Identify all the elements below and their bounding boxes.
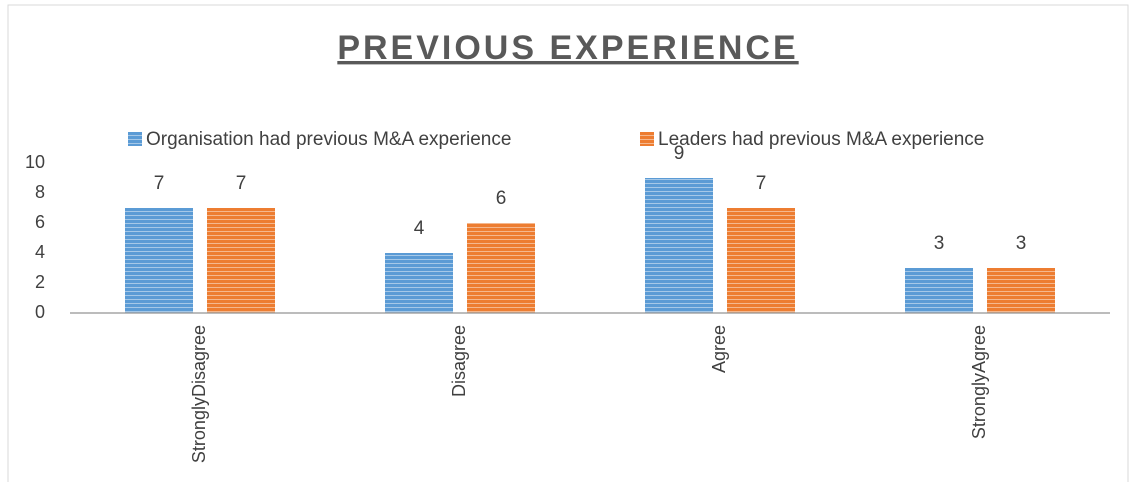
value-label: 7 [236,173,247,194]
value-label: 6 [496,188,507,209]
bar [207,208,275,313]
value-label: 9 [674,143,685,164]
bar [905,268,973,313]
bar [727,208,795,313]
y-tick-label: 8 [35,182,45,202]
bar [385,253,453,313]
legend-swatch [128,132,142,146]
y-tick-label: 10 [25,152,45,172]
y-tick-label: 6 [35,212,45,232]
value-label: 7 [154,173,165,194]
bar [125,208,193,313]
y-tick-label: 4 [35,242,45,262]
x-tick-label: StronglyDisagree [189,325,209,463]
x-tick-label: Agree [709,325,729,373]
legend-label: Leaders had previous M&A experience [658,129,984,150]
value-label: 7 [756,173,767,194]
x-tick-label: Disagree [449,325,469,397]
bar [467,223,535,313]
y-tick-label: 0 [35,302,45,322]
y-tick-label: 2 [35,272,45,292]
value-label: 4 [414,218,425,239]
legend-label: Organisation had previous M&A experience [146,129,511,150]
legend-swatch [640,132,654,146]
value-label: 3 [1016,233,1027,254]
x-tick-label: StronglyAgree [969,325,989,439]
value-label: 3 [934,233,945,254]
bar [987,268,1055,313]
chart-frame [7,4,1129,482]
bar [645,178,713,313]
chart-title: PREVIOUS EXPERIENCE [337,29,798,67]
